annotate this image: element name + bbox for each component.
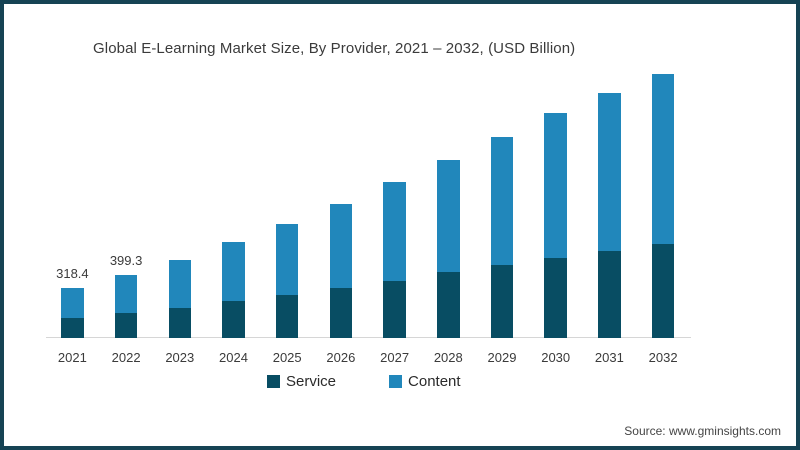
x-tick-2030: 2030 — [541, 350, 571, 365]
content-segment-2026 — [329, 203, 353, 288]
x-tick-2021: 2021 — [57, 350, 87, 365]
x-tick-2025: 2025 — [272, 350, 302, 365]
legend-item-service: Service — [267, 373, 336, 390]
service-segment-2028 — [437, 271, 460, 338]
service-segment-2030 — [544, 257, 567, 338]
service-segment-2029 — [490, 264, 514, 338]
legend-label-content: Content — [408, 373, 461, 390]
bar-2025 — [275, 224, 299, 338]
bar-2026 — [329, 203, 353, 338]
content-segment-2032 — [651, 73, 675, 244]
source-attribution: Source: www.gminsights.com — [624, 424, 781, 438]
x-tick-2032: 2032 — [648, 350, 678, 365]
content-segment-2023 — [168, 259, 192, 309]
bar-2029 — [490, 137, 514, 338]
service-segment-2026 — [329, 287, 353, 338]
legend: Service Content — [267, 373, 461, 390]
x-tick-2031: 2031 — [594, 350, 624, 365]
content-segment-2029 — [490, 137, 514, 265]
x-tick-2026: 2026 — [326, 350, 356, 365]
plot-area: 318.4 399.3 — [4, 64, 796, 338]
data-label-2021: 318.4 — [56, 265, 89, 281]
service-segment-2027 — [383, 280, 406, 338]
legend-label-service: Service — [286, 373, 337, 390]
content-segment-2025 — [275, 224, 299, 296]
x-tick-2028: 2028 — [433, 350, 463, 365]
bar-2028 — [437, 159, 460, 338]
content-segment-2024 — [222, 242, 245, 302]
x-tick-2029: 2029 — [487, 350, 517, 365]
bar-2032 — [651, 73, 675, 338]
bar-2030 — [544, 113, 567, 338]
bars-container: 318.4 399.3 — [4, 64, 796, 338]
legend-item-content: Content — [389, 373, 461, 390]
service-segment-2024 — [222, 301, 245, 338]
bar-2022 — [114, 274, 138, 338]
content-color-swatch — [389, 375, 403, 388]
service-segment-2032 — [651, 243, 675, 338]
service-segment-2031 — [598, 250, 621, 338]
x-tick-2023: 2023 — [165, 350, 195, 365]
bar-2023 — [168, 259, 192, 338]
x-tick-2027: 2027 — [380, 350, 410, 365]
content-segment-2031 — [598, 92, 621, 251]
x-tick-2022: 2022 — [111, 350, 141, 365]
service-color-swatch — [267, 375, 280, 388]
bar-2027 — [383, 182, 406, 338]
x-axis-line — [46, 336, 691, 338]
x-axis-labels: 2021 2022 2023 2024 2025 2026 2027 2028 2029 2030… — [4, 350, 796, 366]
data-label-2022: 399.3 — [109, 252, 143, 268]
content-segment-2022 — [114, 274, 138, 313]
bar-2024 — [222, 242, 245, 338]
service-segment-2023 — [168, 308, 192, 338]
content-segment-2028 — [437, 159, 460, 272]
x-tick-2024: 2024 — [219, 350, 248, 365]
chart-title: Global E-Learning Market Size, By Provid… — [93, 40, 576, 57]
bar-2031 — [598, 92, 621, 338]
content-segment-2030 — [544, 113, 567, 258]
service-segment-2021 — [61, 317, 84, 338]
service-segment-2025 — [275, 295, 299, 338]
content-segment-2027 — [383, 182, 406, 281]
bar-2021 — [61, 287, 84, 338]
service-segment-2022 — [114, 312, 138, 338]
content-segment-2021 — [61, 287, 84, 318]
